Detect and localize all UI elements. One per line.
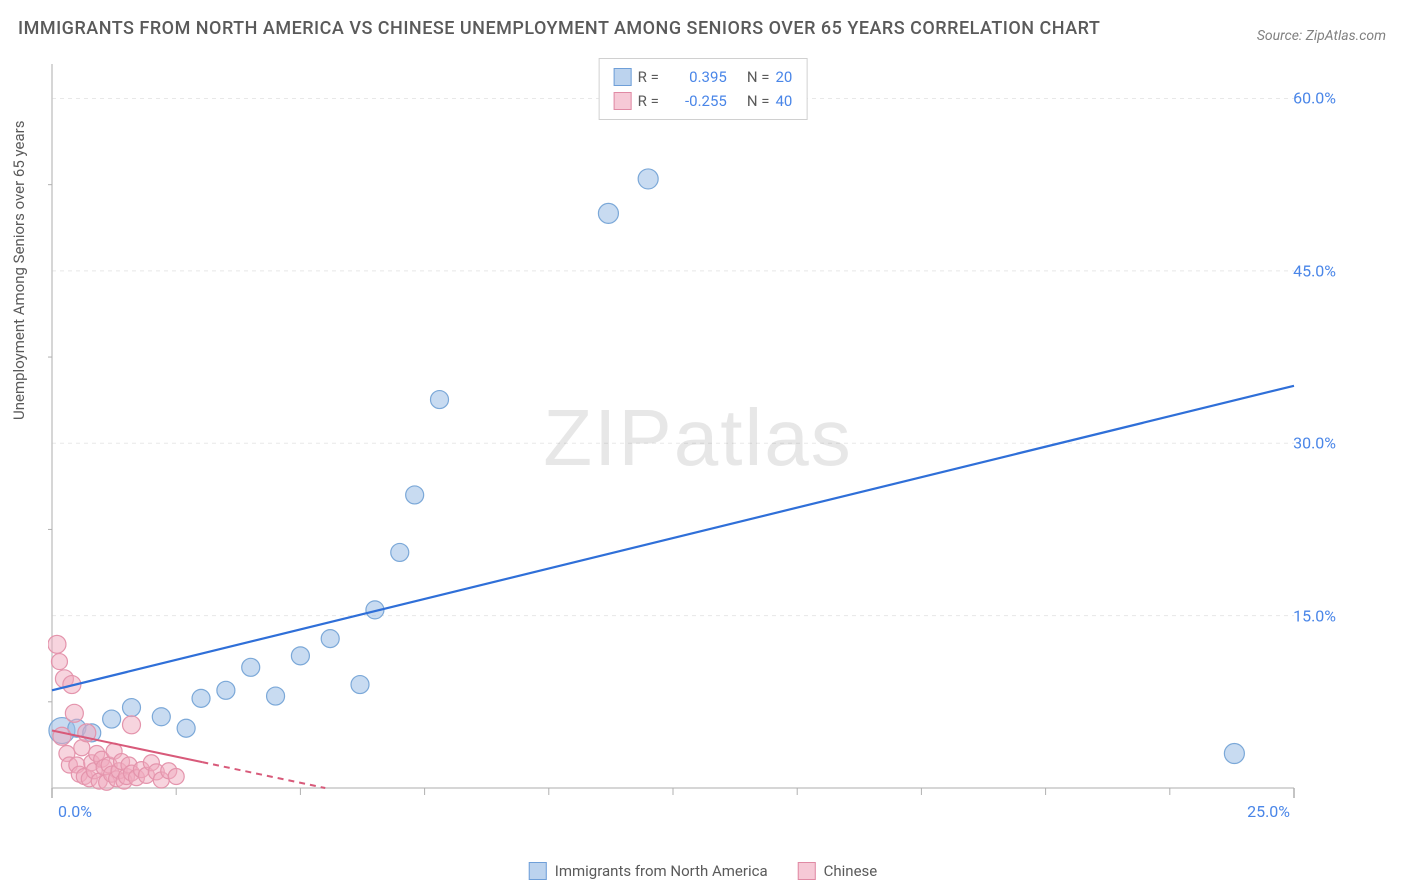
legend-n-value: 20 bbox=[775, 65, 792, 89]
series-na bbox=[49, 169, 1244, 764]
legend-swatch bbox=[614, 68, 632, 86]
chart-title: IMMIGRANTS FROM NORTH AMERICA VS CHINESE… bbox=[18, 18, 1100, 39]
y-axis-label: Unemployment Among Seniors over 65 years bbox=[10, 121, 28, 420]
x-tick-label: 25.0% bbox=[1247, 802, 1290, 821]
legend-swatch bbox=[529, 862, 547, 880]
legend-swatch bbox=[798, 862, 816, 880]
y-tick-label: 60.0% bbox=[1293, 89, 1336, 108]
legend-r-value: 0.395 bbox=[665, 65, 727, 89]
legend-series-label: Immigrants from North America bbox=[555, 862, 768, 880]
legend-n-label: N = bbox=[747, 89, 770, 113]
legend-n-value: 40 bbox=[775, 89, 792, 113]
legend-series-label: Chinese bbox=[824, 862, 878, 880]
legend-row-cn: R = -0.255 N =40 bbox=[614, 89, 793, 113]
source-attribution: Source: ZipAtlas.com bbox=[1257, 28, 1386, 44]
correlation-legend: R = 0.395 N =20 R = -0.255 N =40 bbox=[599, 58, 808, 120]
chart-area: ZIPatlas 15.0%30.0%45.0%60.0% 0.0%25.0% bbox=[48, 58, 1348, 818]
legend-swatch bbox=[614, 92, 632, 110]
legend-row-na: R = 0.395 N =20 bbox=[614, 65, 793, 89]
y-tick-label: 45.0% bbox=[1293, 261, 1336, 280]
legend-n-label: N = bbox=[747, 65, 770, 89]
legend-r-value: -0.255 bbox=[665, 89, 727, 113]
x-tick-label: 0.0% bbox=[58, 802, 92, 821]
legend-item-na: Immigrants from North America bbox=[529, 862, 768, 880]
scatter-plot bbox=[48, 58, 1348, 818]
legend-item-cn: Chinese bbox=[798, 862, 878, 880]
series-legend: Immigrants from North America Chinese bbox=[529, 862, 877, 880]
y-tick-label: 15.0% bbox=[1293, 606, 1336, 625]
legend-r-label: R = bbox=[638, 89, 659, 113]
legend-r-label: R = bbox=[638, 65, 659, 89]
y-tick-label: 30.0% bbox=[1293, 434, 1336, 453]
